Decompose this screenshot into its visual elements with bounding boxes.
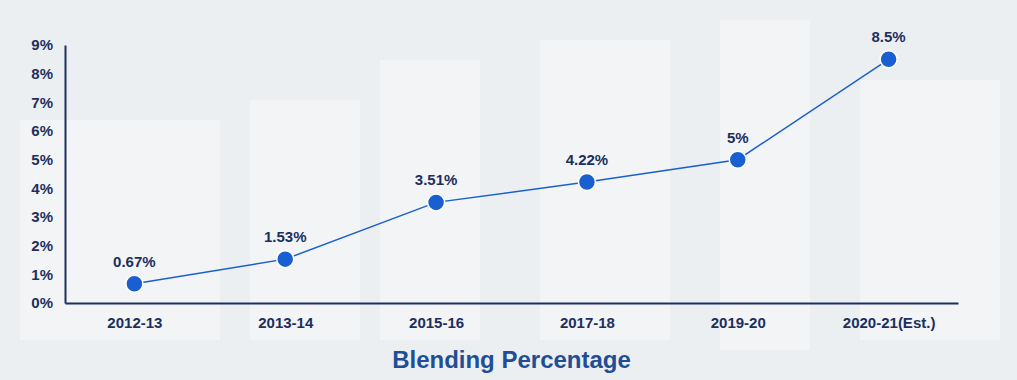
- y-tick-label: 6%: [31, 122, 53, 139]
- marker: [277, 251, 294, 268]
- marker: [578, 174, 595, 191]
- y-tick-label: 7%: [31, 94, 53, 111]
- background-shape: [720, 20, 810, 350]
- y-tick-label: 5%: [31, 151, 53, 168]
- x-tick: 2020-21(Est.): [843, 303, 936, 331]
- x-tick-label: 2012-13: [107, 314, 162, 331]
- y-tick: 7%: [31, 94, 65, 111]
- data-label: 3.51%: [415, 171, 458, 188]
- y-tick: 2%: [31, 237, 65, 254]
- y-tick: 5%: [31, 151, 65, 168]
- x-tick-label: 2020-21(Est.): [843, 314, 936, 331]
- x-tick: 2013-14: [258, 303, 314, 331]
- marker: [880, 51, 897, 68]
- x-tick: 2015-16: [409, 303, 464, 331]
- background-shape: [20, 120, 220, 340]
- marker: [126, 275, 143, 292]
- data-label: 0.67%: [113, 253, 156, 270]
- y-tick: 4%: [31, 180, 65, 197]
- data-label: 1.53%: [264, 228, 307, 245]
- x-tick: 2012-13: [107, 303, 162, 331]
- y-tick-label: 1%: [31, 266, 53, 283]
- background-shape: [540, 40, 670, 340]
- y-tick: 1%: [31, 266, 65, 283]
- marker: [729, 151, 746, 168]
- data-labels: 0.67% 1.53% 3.51% 4.22% 5% 8.5%: [113, 28, 906, 269]
- x-tick-label: 2017-18: [560, 314, 615, 331]
- data-label: 5%: [727, 129, 749, 146]
- marker: [428, 194, 445, 211]
- y-axis-line: [65, 46, 67, 304]
- x-axis-title: Blending Percentage: [392, 346, 631, 373]
- x-tick-label: 2019-20: [711, 314, 766, 331]
- y-tick-label: 2%: [31, 237, 53, 254]
- y-tick-label: 9%: [31, 36, 53, 53]
- y-tick-label: 8%: [31, 65, 53, 82]
- y-tick-label: 3%: [31, 208, 53, 225]
- background: [0, 0, 1017, 380]
- background-shape: [860, 80, 1000, 340]
- data-label: 8.5%: [872, 28, 906, 45]
- x-axis: 2012-13 2013-14 2015-16 2017-18 2019-20 2020-…: [66, 303, 959, 331]
- y-tick: 6%: [31, 122, 65, 139]
- y-tick-label: 4%: [31, 180, 53, 197]
- x-tick: 2017-18: [560, 303, 615, 331]
- y-tick-label: 0%: [31, 294, 53, 311]
- chart: 0% 1% 2% 3% 4% 5% 6% 7% 8% 9% 2012-13 2013-14 2015-1…: [0, 0, 1017, 380]
- background-decor: [20, 20, 1000, 350]
- y-tick: 0%: [31, 294, 65, 311]
- data-label: 4.22%: [566, 151, 609, 168]
- background-shape: [380, 60, 480, 340]
- x-tick-label: 2013-14: [258, 314, 314, 331]
- plot-area: [126, 51, 897, 292]
- y-tick: 8%: [31, 65, 65, 82]
- line: [134, 59, 888, 283]
- y-tick: 9%: [31, 36, 65, 53]
- x-tick-label: 2015-16: [409, 314, 464, 331]
- x-axis-line: [66, 303, 959, 305]
- x-tick: 2019-20: [711, 303, 766, 331]
- y-axis: 0% 1% 2% 3% 4% 5% 6% 7% 8% 9%: [31, 36, 65, 311]
- y-tick: 3%: [31, 208, 65, 225]
